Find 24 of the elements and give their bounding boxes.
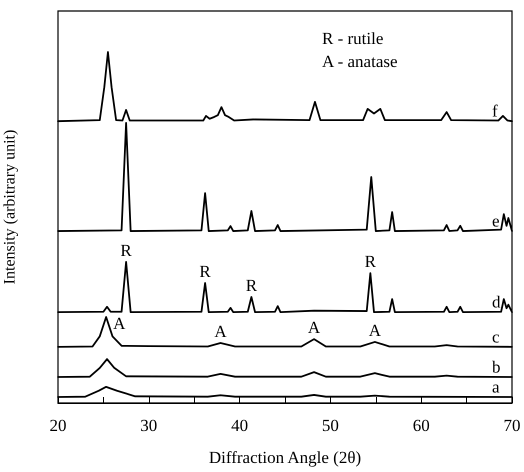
- x-tick-label: 40: [231, 416, 248, 435]
- annotation: R: [199, 262, 212, 281]
- series-label: c: [492, 327, 500, 346]
- x-tick-label: 20: [50, 416, 66, 435]
- annotation: R: [246, 276, 258, 296]
- series-label: d: [492, 292, 501, 312]
- x-tick-label: 60: [412, 416, 430, 435]
- x-tick-label: 50: [322, 416, 339, 435]
- annotation: A: [308, 318, 321, 338]
- annotation: A: [113, 314, 126, 334]
- series-label: e: [492, 212, 500, 231]
- annotation: A: [214, 322, 228, 341]
- series-label: b: [492, 358, 500, 377]
- series-label: f: [492, 102, 498, 121]
- x-axis-title: Diffraction Angle (2θ): [208, 448, 362, 467]
- annotation: R: [364, 252, 377, 272]
- annotation: A: [368, 320, 382, 340]
- annotation: R: [120, 240, 132, 260]
- y-axis-title: Intensity (arbitrary unit): [2, 130, 18, 284]
- text: R - rutile: [322, 29, 384, 48]
- x-tick-label: 30: [140, 416, 158, 435]
- annotation: A - anatase: [322, 52, 398, 71]
- series-label: a: [492, 378, 500, 397]
- x-tick-label: 70: [504, 416, 520, 435]
